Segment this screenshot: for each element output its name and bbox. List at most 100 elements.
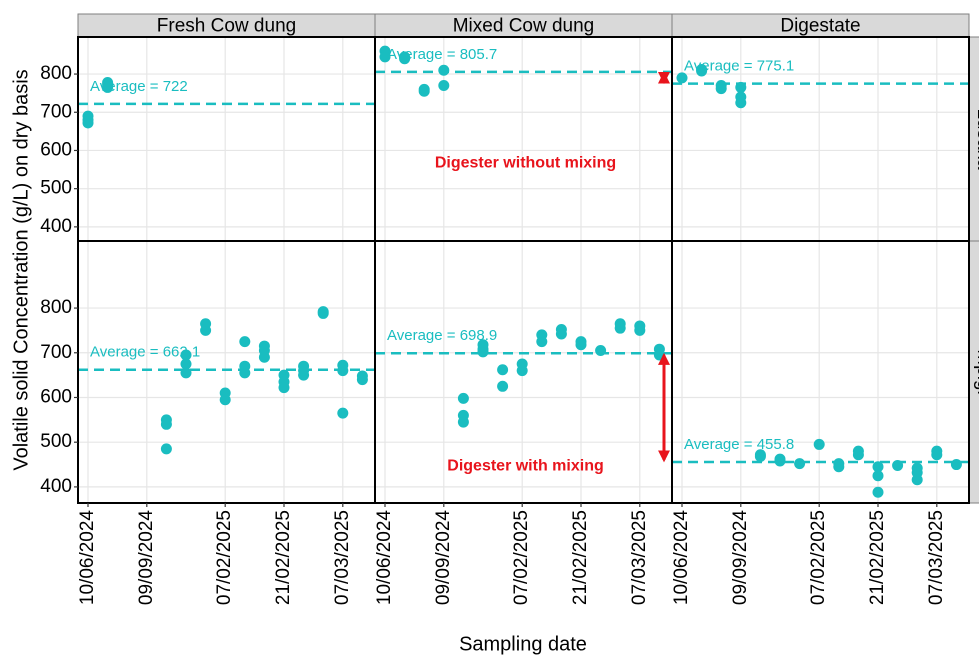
y-tick-label: 400 (40, 476, 72, 497)
data-point (477, 346, 489, 358)
data-point (892, 459, 904, 471)
data-point (497, 364, 509, 376)
panel-border (671, 240, 970, 504)
data-point (715, 83, 727, 95)
data-point (379, 51, 391, 63)
y-tick-label: 600 (40, 387, 72, 408)
data-point (337, 407, 349, 419)
data-point (575, 339, 587, 351)
data-point (180, 349, 192, 361)
data-point (931, 449, 943, 461)
panel-background (672, 241, 969, 503)
data-point (239, 367, 251, 379)
data-point (950, 459, 962, 471)
facet-row-label: Mpigi (973, 349, 979, 394)
x-tick-label: 07/02/2025 (511, 510, 532, 605)
data-point (852, 449, 864, 461)
y-tick-label: 700 (40, 101, 72, 122)
data-point (160, 443, 172, 455)
x-tick-label: 10/06/2024 (374, 510, 395, 606)
average-label: Average = 455.8 (684, 436, 794, 453)
facet-strip-label: Digestate (780, 16, 860, 37)
data-point (200, 324, 212, 336)
x-tick-label: 09/09/2024 (136, 510, 157, 606)
annotation: Digester without mixing (435, 155, 616, 172)
data-point (160, 418, 172, 430)
data-point (754, 451, 766, 463)
data-point (813, 438, 825, 450)
y-tick-label: 600 (40, 139, 72, 160)
data-point (457, 416, 469, 428)
data-point (696, 65, 708, 77)
y-tick-label: 800 (40, 63, 72, 84)
x-tick-label: 07/02/2025 (214, 510, 235, 605)
data-point (872, 486, 884, 498)
average-label: Average = 662.1 (90, 344, 200, 361)
data-point (735, 97, 747, 109)
data-point (438, 80, 450, 92)
data-point (872, 470, 884, 482)
data-point (634, 324, 646, 336)
x-tick-label: 21/02/2025 (570, 510, 591, 605)
data-point (180, 358, 192, 370)
data-point (774, 455, 786, 467)
x-tick-label: 21/02/2025 (273, 510, 294, 605)
x-tick-label: 09/09/2024 (433, 510, 454, 606)
average-label: Average = 805.7 (387, 46, 497, 63)
annotation: Digester with mixing (447, 458, 603, 475)
y-axis-title: Volatile solid Concentration (g/L) on dr… (10, 69, 32, 470)
data-point (833, 461, 845, 473)
facet-strip-label: Mixed Cow dung (453, 16, 595, 37)
y-tick-label: 500 (40, 178, 72, 199)
data-point (258, 351, 270, 363)
data-point (735, 81, 747, 93)
data-point (337, 365, 349, 377)
x-tick-label: 21/02/2025 (867, 510, 888, 605)
data-point (911, 474, 923, 486)
data-point (438, 64, 450, 76)
data-point (82, 117, 94, 129)
data-point (457, 392, 469, 404)
x-tick-label: 07/02/2025 (808, 510, 829, 605)
x-tick-label: 10/06/2024 (671, 510, 692, 606)
data-point (278, 382, 290, 394)
average-label: Average = 698.9 (387, 327, 497, 344)
data-point (239, 336, 251, 348)
panel-background (78, 241, 375, 503)
data-point (317, 307, 329, 319)
x-axis-title: Sampling date (459, 633, 587, 655)
data-point (595, 345, 607, 357)
average-label: Average = 775.1 (684, 58, 794, 75)
x-tick-label: 10/06/2024 (77, 510, 98, 606)
data-point (516, 365, 528, 377)
panel-background (78, 37, 375, 241)
data-point (356, 374, 368, 386)
average-label: Average = 722 (90, 78, 188, 95)
y-tick-label: 400 (40, 216, 72, 237)
data-point (219, 394, 231, 406)
panel-background (672, 37, 969, 241)
data-point (794, 458, 806, 470)
data-point (676, 72, 688, 84)
panel-background (375, 37, 672, 241)
y-tick-label: 800 (40, 297, 72, 318)
data-point (180, 367, 192, 379)
data-point (298, 369, 310, 381)
data-point (102, 81, 114, 93)
data-point (555, 328, 567, 340)
data-point (614, 322, 626, 334)
x-tick-label: 07/03/2025 (332, 510, 353, 605)
y-tick-label: 700 (40, 342, 72, 363)
facet-row-label: Lusaka (973, 108, 979, 170)
data-point (497, 380, 509, 392)
data-point (399, 53, 411, 65)
x-tick-label: 07/03/2025 (926, 510, 947, 605)
data-point (536, 336, 548, 348)
y-tick-label: 500 (40, 431, 72, 452)
facet-strip-label: Fresh Cow dung (157, 16, 296, 37)
x-tick-label: 09/09/2024 (730, 510, 751, 606)
data-point (418, 85, 430, 97)
x-tick-label: 07/03/2025 (629, 510, 650, 605)
